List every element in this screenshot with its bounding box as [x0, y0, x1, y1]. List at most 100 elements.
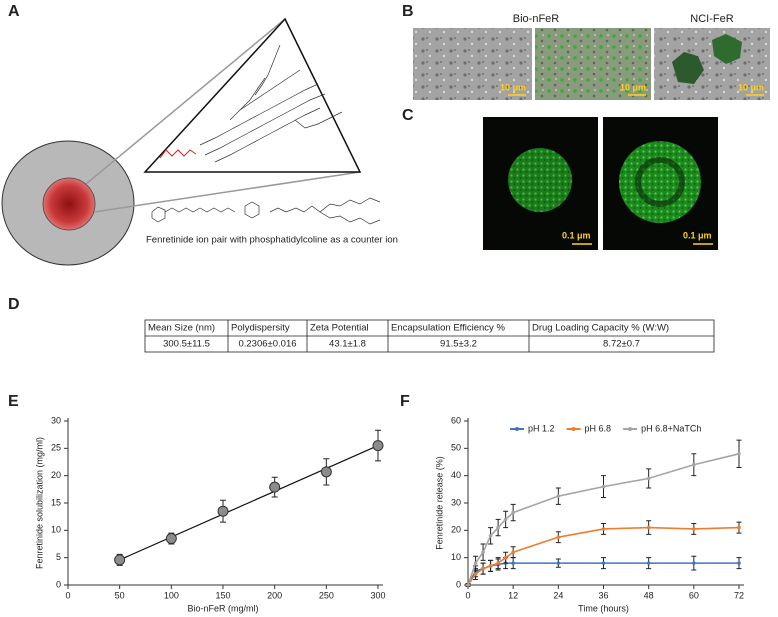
x-tick-label: 100 — [164, 590, 179, 600]
table-header: Drug Loading Capacity % (W:W) — [532, 323, 669, 334]
series-line — [467, 453, 740, 586]
series-line — [467, 526, 740, 586]
table-header: Encapsulation Efficiency % — [391, 323, 505, 334]
point — [737, 525, 741, 530]
legend-marker — [628, 427, 633, 431]
point — [646, 561, 651, 565]
scale-label: 10 μm — [620, 82, 646, 92]
table-cell: 0.2306±0.016 — [238, 339, 296, 350]
y-tick-label: 10 — [51, 525, 61, 535]
point — [692, 462, 696, 467]
x-tick-label: 0 — [465, 590, 470, 600]
panel-label: A — [8, 3, 20, 20]
y-tick-label: 15 — [51, 497, 61, 507]
y-tick-label: 50 — [451, 443, 461, 453]
legend-label: pH 6.8 — [585, 423, 612, 433]
point — [646, 476, 651, 481]
panel-label: F — [400, 393, 410, 410]
y-tick-label: 60 — [451, 415, 461, 425]
panel-label: E — [8, 393, 19, 410]
scale-label: 10 μm — [738, 82, 764, 92]
scale-label: 0.1 μm — [562, 230, 591, 240]
point — [114, 554, 126, 566]
point — [646, 525, 651, 530]
particle — [619, 141, 701, 223]
point — [737, 561, 741, 565]
y-tick-label: 5 — [56, 552, 61, 562]
table-cell: 43.1±1.8 — [329, 339, 366, 350]
x-axis-label: Time (hours) — [578, 603, 629, 613]
column-title: Bio-nFeR — [513, 13, 560, 25]
zoom-triangle — [143, 17, 362, 173]
point — [481, 566, 485, 571]
x-tick-label: 12 — [508, 590, 518, 600]
aggregate — [712, 34, 742, 64]
point — [217, 505, 229, 517]
zoom-line — [85, 18, 286, 185]
x-tick-label: 48 — [644, 590, 654, 600]
scale-label: 0.1 μm — [683, 230, 712, 240]
caption: Fenretinide ion pair with phosphatidylco… — [146, 235, 398, 246]
point — [466, 583, 470, 587]
point — [737, 452, 741, 456]
legend-label: pH 1.2 — [528, 423, 555, 433]
structure-sketch — [151, 197, 381, 225]
micrograph — [413, 28, 532, 100]
fenretinide-sketch — [159, 149, 197, 159]
point — [511, 550, 515, 554]
point — [692, 527, 696, 531]
point — [473, 561, 478, 565]
x-tick-label: 0 — [65, 590, 70, 600]
x-tick-label: 24 — [553, 590, 563, 600]
point — [511, 561, 515, 565]
table-cell: 8.72±0.7 — [603, 339, 640, 350]
y-tick-label: 20 — [51, 470, 61, 480]
point — [496, 561, 500, 565]
table-cell: 300.5±11.5 — [163, 339, 210, 350]
point — [601, 527, 606, 531]
y-tick-label: 30 — [51, 415, 61, 425]
point — [320, 466, 332, 478]
point — [473, 572, 478, 576]
point — [165, 533, 177, 545]
x-tick-label: 50 — [115, 590, 125, 600]
y-tick-label: 0 — [56, 579, 61, 589]
table-cell: 91.5±3.2 — [440, 339, 477, 350]
y-tick-label: 30 — [451, 497, 461, 507]
point — [503, 555, 508, 560]
zoom-line — [93, 171, 361, 213]
aggregate — [672, 52, 704, 84]
point — [556, 494, 561, 498]
y-tick-label: 0 — [456, 579, 461, 589]
point — [269, 481, 281, 493]
y-axis-label: Fenretinide release (%) — [434, 456, 444, 550]
x-axis-label: Bio-nFeR (mg/ml) — [187, 603, 258, 613]
point — [692, 561, 696, 565]
particle-texture — [635, 157, 685, 207]
nucleus — [42, 177, 96, 231]
x-tick-label: 200 — [267, 590, 282, 600]
panel-label: B — [402, 3, 414, 20]
panel-label: D — [8, 296, 20, 313]
point — [601, 561, 606, 565]
column-title: NCI-FeR — [690, 13, 733, 25]
scale-label: 10 μm — [500, 82, 526, 92]
point — [556, 535, 561, 539]
point — [496, 525, 500, 530]
y-tick-label: 10 — [451, 552, 461, 562]
x-tick-label: 60 — [689, 590, 699, 600]
trend-line — [119, 445, 379, 561]
x-tick-label: 36 — [598, 590, 608, 600]
point — [556, 561, 561, 565]
micrograph — [535, 28, 651, 100]
legend-label: pH 6.8+NaTCh — [641, 423, 701, 433]
point — [601, 484, 606, 489]
y-tick-label: 20 — [451, 525, 461, 535]
x-tick-label: 150 — [215, 590, 230, 600]
point — [481, 550, 485, 554]
x-tick-label: 250 — [319, 590, 334, 600]
x-tick-label: 72 — [734, 590, 744, 600]
molecule-sketch — [199, 44, 343, 163]
point — [503, 517, 508, 522]
